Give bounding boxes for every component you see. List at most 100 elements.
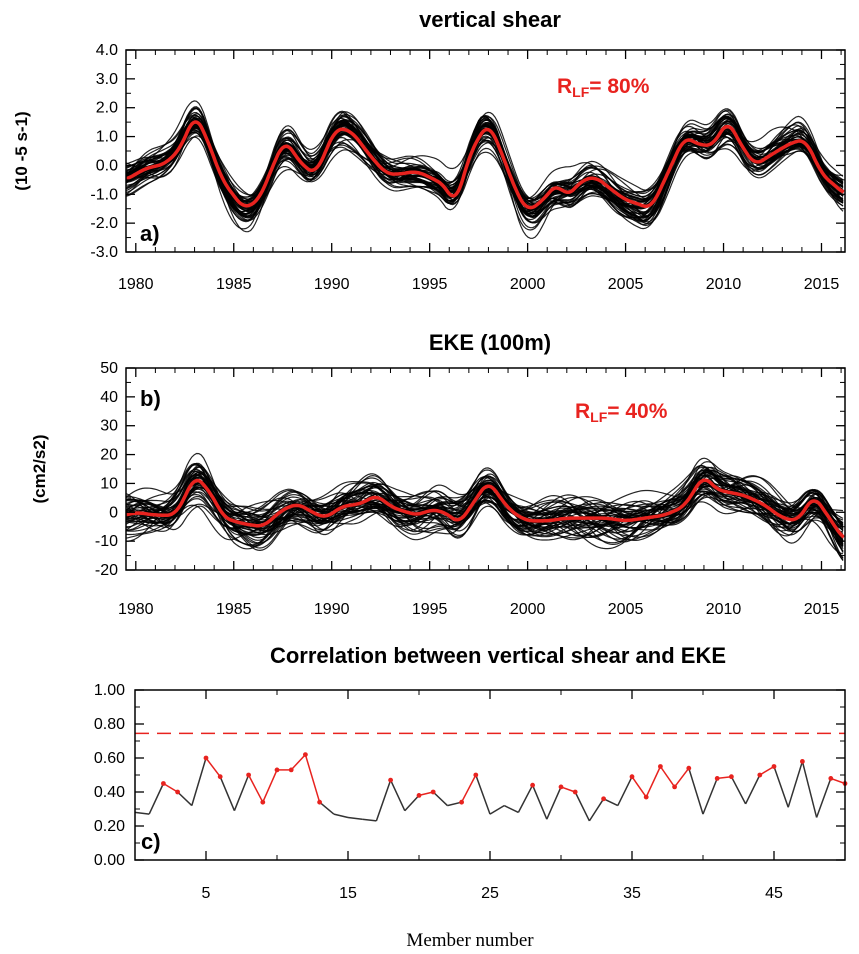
correlation-segment xyxy=(191,757,207,806)
y-tick-label: 2.0 xyxy=(96,100,118,117)
correlation-point xyxy=(729,774,734,780)
y-axis-label: (10 -5 s-1) xyxy=(12,111,31,190)
correlation-segment xyxy=(830,777,846,785)
correlation-point xyxy=(317,799,322,805)
plot-frame xyxy=(134,689,846,861)
x-tick-label: 2005 xyxy=(608,276,644,293)
correlation-segment xyxy=(290,754,306,771)
correlation-point xyxy=(203,755,209,761)
correlation-segment xyxy=(787,761,804,808)
x-tick-label: 35 xyxy=(623,885,641,902)
y-tick-label: 0 xyxy=(109,504,118,521)
y-tick-label: 3.0 xyxy=(96,71,118,88)
panel-c: Correlation between vertical shear and E… xyxy=(94,643,848,951)
correlation-point xyxy=(175,789,181,795)
ensemble-member-line xyxy=(126,491,844,536)
x-tick-label: 2010 xyxy=(706,276,742,293)
correlation-segment xyxy=(219,776,236,811)
x-tick-label: 5 xyxy=(202,885,211,902)
ensemble-member-line xyxy=(126,452,844,553)
x-tick-label: 25 xyxy=(481,885,499,902)
correlation-segment xyxy=(163,782,178,793)
correlation-segment xyxy=(730,776,747,805)
correlation-point xyxy=(430,789,436,795)
x-tick-label: 2015 xyxy=(804,601,840,618)
correlation-segment xyxy=(503,804,519,814)
ensemble-member-line xyxy=(126,471,844,552)
correlation-segment xyxy=(531,784,548,820)
x-tick-label: 1980 xyxy=(118,276,154,293)
x-tick-label: 1980 xyxy=(118,601,154,618)
ensemble-member-line xyxy=(126,115,844,239)
y-tick-label: 0.20 xyxy=(94,818,125,835)
correlation-segment xyxy=(304,754,321,803)
x-tick-label: 2010 xyxy=(706,601,742,618)
correlation-point xyxy=(161,781,166,786)
x-tick-label: 1995 xyxy=(412,276,448,293)
correlation-segment xyxy=(773,766,789,808)
correlation-point xyxy=(416,793,422,798)
correlation-segment xyxy=(603,798,619,807)
correlation-point xyxy=(530,782,535,788)
correlation-segment xyxy=(574,791,591,822)
correlation-point xyxy=(658,764,663,769)
y-tick-label: 0.80 xyxy=(94,716,125,733)
panel-b: EKE (100m) -20 -10 0 10 20 30 40 50 1980 1985 1990 1… xyxy=(30,330,846,618)
correlation-point xyxy=(260,799,266,805)
correlation-point xyxy=(672,784,677,790)
y-tick-label: -20 xyxy=(95,562,118,579)
correlation-segment xyxy=(247,774,264,803)
x-tick-label: 2000 xyxy=(510,276,546,293)
panel-label: c) xyxy=(141,829,161,854)
correlation-segment xyxy=(432,791,448,807)
ensemble-member-line xyxy=(126,462,844,561)
x-tick-label: 1990 xyxy=(314,276,350,293)
correlation-point xyxy=(757,772,763,778)
y-tick-label: -10 xyxy=(95,533,118,550)
correlation-point xyxy=(771,764,777,769)
y-tick-label: -3.0 xyxy=(90,244,118,261)
correlation-point xyxy=(473,772,479,778)
correlation-segment xyxy=(375,779,392,822)
correlation-segment xyxy=(447,801,462,807)
correlation-segment xyxy=(546,786,562,820)
correlation-segment xyxy=(645,766,662,798)
correlation-segment xyxy=(404,794,420,812)
x-tick-label: 2005 xyxy=(608,601,644,618)
ensemble-mean-line xyxy=(126,478,845,539)
correlation-segment xyxy=(177,791,193,807)
correlation-point xyxy=(686,765,692,771)
correlation-point xyxy=(572,789,578,795)
correlation-point xyxy=(217,774,223,780)
correlation-point xyxy=(828,776,834,781)
correlation-segment xyxy=(233,774,250,811)
ensemble-members xyxy=(126,100,844,239)
correlation-point xyxy=(643,794,649,800)
correlation-segment xyxy=(319,801,335,815)
correlation-segment xyxy=(333,813,349,819)
x-tick-label: 45 xyxy=(765,885,783,902)
correlation-point xyxy=(800,759,805,764)
panel-a: vertical shear -3.0 -2.0 -1.0 0.0 1.0 2.0 3.0 4.… xyxy=(12,7,846,293)
correlation-segment xyxy=(418,791,434,797)
x-tick-label: 1985 xyxy=(216,276,252,293)
correlation-point xyxy=(629,774,635,780)
chart-title: Correlation between vertical shear and E… xyxy=(270,643,726,668)
y-tick-label: 4.0 xyxy=(96,42,118,59)
correlation-point xyxy=(274,767,280,773)
correlation-point xyxy=(246,772,252,778)
y-tick-label: -1.0 xyxy=(90,186,118,203)
y-tick-label: 30 xyxy=(100,418,118,435)
y-tick-label: 10 xyxy=(100,475,118,492)
y-tick-label: 0.60 xyxy=(94,750,125,767)
x-tick-label: 1995 xyxy=(412,601,448,618)
rlf-annotation: RLF= 80% xyxy=(557,75,650,100)
x-axis-label: Member number xyxy=(406,930,534,951)
correlation-segment xyxy=(489,804,505,815)
ensemble-member-line xyxy=(126,117,844,219)
x-tick-label: 1985 xyxy=(216,601,252,618)
ensemble-member-line xyxy=(126,115,844,229)
y-tick-label: 20 xyxy=(100,447,118,464)
y-tick-label: 0.0 xyxy=(96,157,118,174)
